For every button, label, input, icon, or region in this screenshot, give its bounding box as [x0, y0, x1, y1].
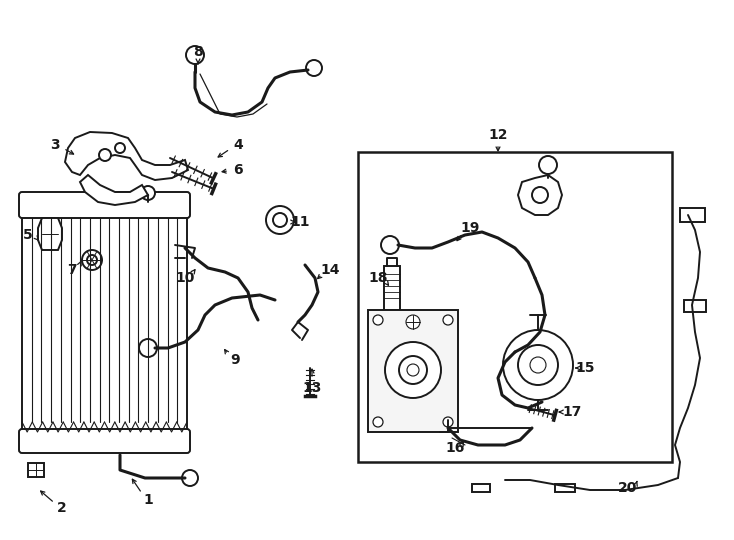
Polygon shape — [555, 484, 575, 492]
Text: 4: 4 — [233, 138, 243, 152]
Polygon shape — [384, 266, 400, 310]
Circle shape — [373, 417, 383, 427]
Circle shape — [407, 364, 419, 376]
Circle shape — [443, 417, 453, 427]
Text: 10: 10 — [175, 271, 195, 285]
Text: 19: 19 — [460, 221, 480, 235]
FancyBboxPatch shape — [19, 192, 190, 218]
Text: 18: 18 — [368, 271, 388, 285]
Circle shape — [182, 470, 198, 486]
Text: 12: 12 — [488, 128, 508, 142]
Circle shape — [87, 255, 97, 265]
Circle shape — [399, 356, 427, 384]
Text: 13: 13 — [302, 381, 321, 395]
Polygon shape — [518, 175, 562, 215]
Bar — [22, 202, 187, 437]
Circle shape — [266, 206, 294, 234]
Polygon shape — [38, 218, 62, 250]
Text: 3: 3 — [50, 138, 59, 152]
Text: 8: 8 — [193, 45, 203, 59]
Circle shape — [186, 46, 204, 64]
Text: 7: 7 — [68, 263, 77, 277]
Circle shape — [532, 187, 548, 203]
Circle shape — [406, 315, 420, 329]
Circle shape — [443, 315, 453, 325]
Circle shape — [539, 156, 557, 174]
Circle shape — [115, 143, 125, 153]
Polygon shape — [684, 300, 706, 312]
Circle shape — [99, 149, 111, 161]
Polygon shape — [680, 208, 705, 222]
Circle shape — [82, 250, 102, 270]
Polygon shape — [80, 175, 148, 205]
Text: 2: 2 — [57, 501, 67, 515]
Circle shape — [503, 330, 573, 400]
Text: 15: 15 — [575, 361, 595, 375]
Polygon shape — [472, 484, 490, 492]
Text: 17: 17 — [562, 405, 581, 419]
Circle shape — [530, 357, 546, 373]
Text: 9: 9 — [230, 353, 240, 367]
Polygon shape — [65, 132, 188, 180]
Text: 16: 16 — [446, 441, 465, 455]
Circle shape — [385, 342, 441, 398]
FancyBboxPatch shape — [19, 429, 190, 453]
Text: 20: 20 — [618, 481, 638, 495]
Circle shape — [141, 186, 155, 200]
Circle shape — [381, 236, 399, 254]
Bar — [358, 152, 672, 462]
Circle shape — [373, 315, 383, 325]
Polygon shape — [368, 310, 458, 432]
Text: 14: 14 — [320, 263, 340, 277]
Text: 11: 11 — [290, 215, 310, 229]
Circle shape — [139, 339, 157, 357]
Polygon shape — [28, 463, 44, 477]
Text: 6: 6 — [233, 163, 243, 177]
Circle shape — [273, 213, 287, 227]
Text: 1: 1 — [143, 493, 153, 507]
Circle shape — [306, 60, 322, 76]
Text: 5: 5 — [23, 228, 33, 242]
